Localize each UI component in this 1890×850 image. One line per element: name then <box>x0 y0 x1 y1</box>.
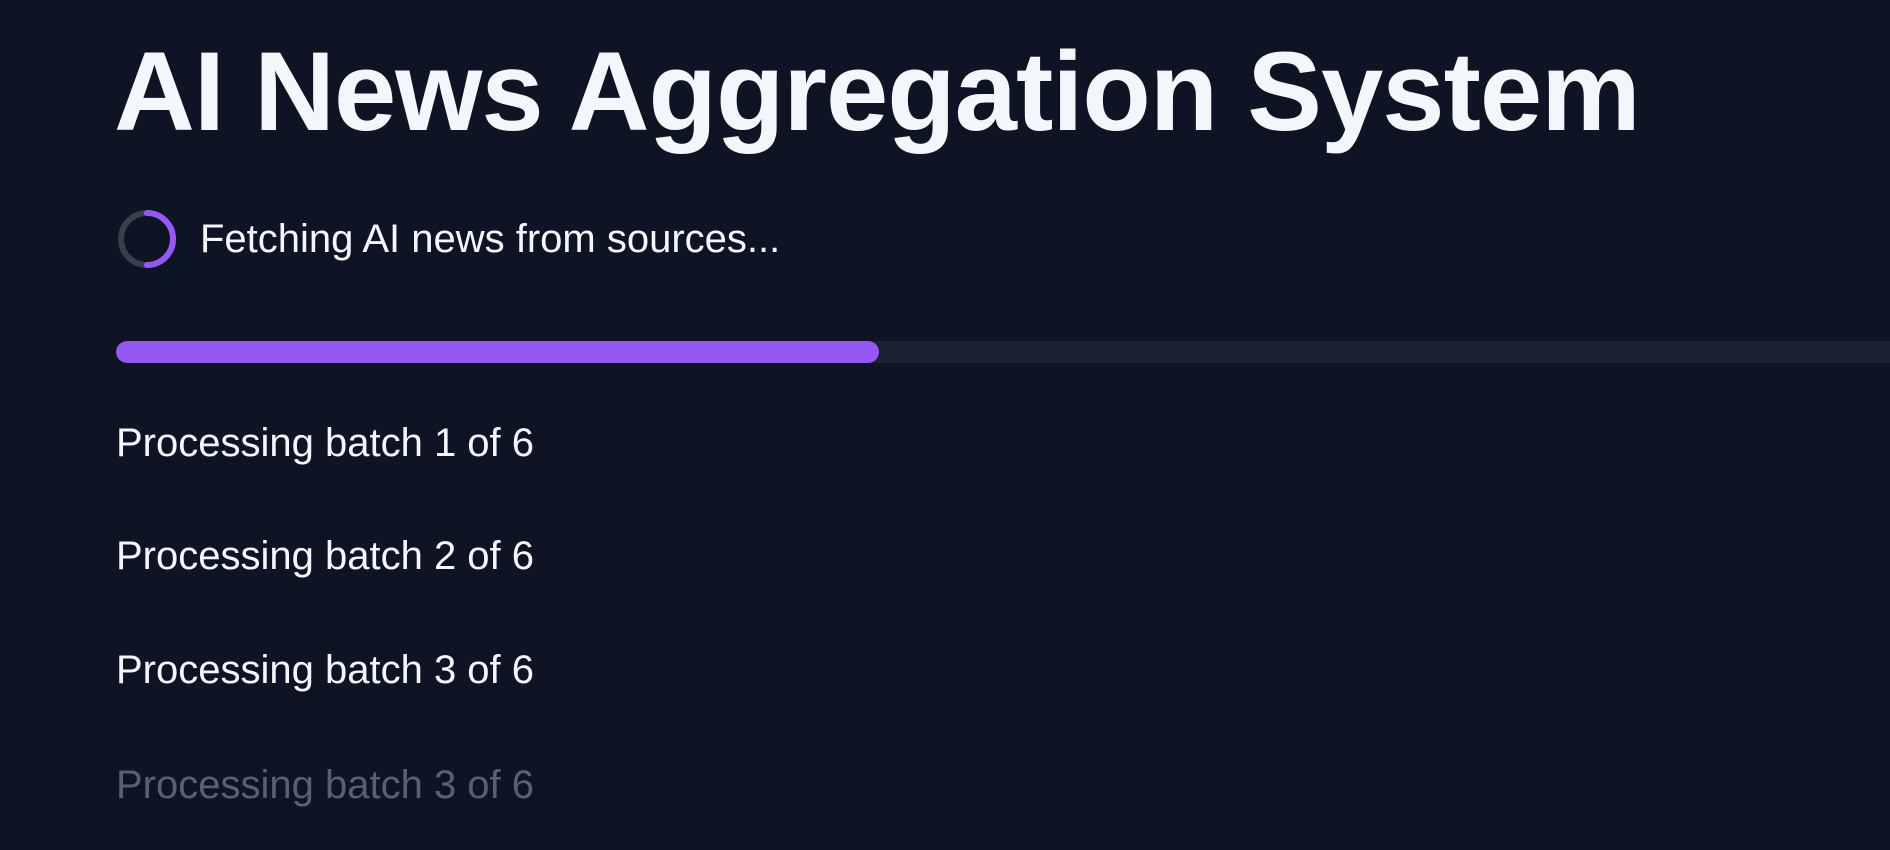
spinner-icon <box>118 210 176 268</box>
batch-status-line: Processing batch 2 of 6 <box>116 534 535 578</box>
batch-status-line: Processing batch 1 of 6 <box>116 421 535 465</box>
batch-status-line: Processing batch 3 of 6 <box>116 763 535 807</box>
status-text: Fetching AI news from sources... <box>200 216 781 261</box>
progress-bar-fill <box>116 341 879 363</box>
batch-status-line: Processing batch 3 of 6 <box>116 648 535 692</box>
progress-bar <box>116 341 1890 363</box>
status-indicator: Fetching AI news from sources... <box>116 208 780 270</box>
page-title: AI News Aggregation System <box>114 29 1641 154</box>
